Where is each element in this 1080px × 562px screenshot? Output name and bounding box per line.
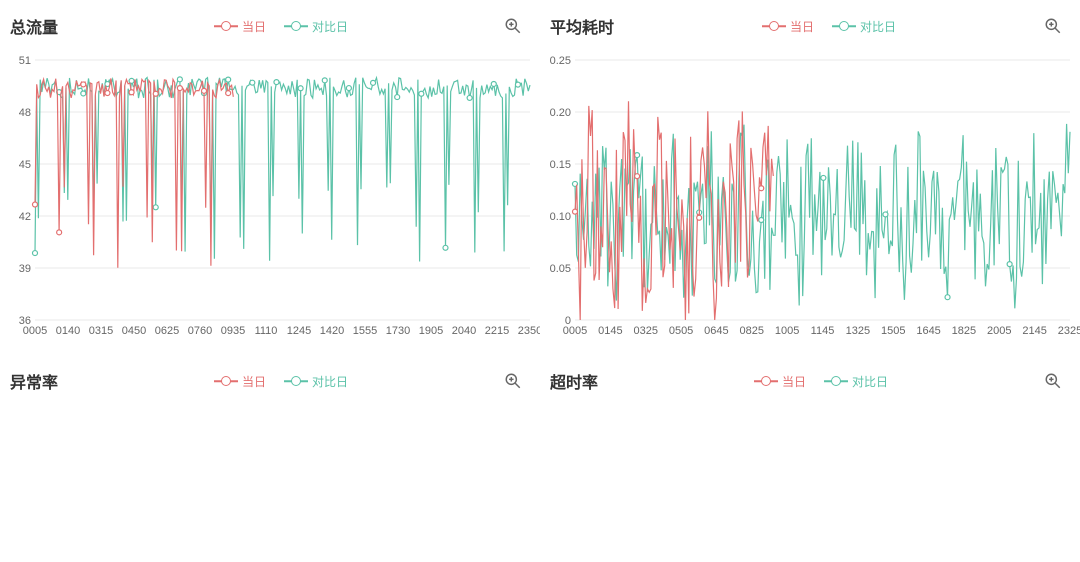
legend-marker-today-icon [754,376,778,386]
svg-text:0.25: 0.25 [550,55,571,67]
svg-text:0315: 0315 [89,325,113,337]
panel-total-flow: 总流量 当日 对比日 36394245485100050140031504500… [0,0,540,355]
svg-text:0760: 0760 [188,325,212,337]
svg-text:0.15: 0.15 [550,159,571,171]
legend-item-today[interactable]: 当日 [754,373,806,390]
panel-timeout-rate: 超时率 当日 对比日 [540,355,1080,562]
svg-text:51: 51 [19,55,31,67]
svg-text:0140: 0140 [56,325,80,337]
chart-canvas[interactable]: 00.050.100.150.200.250005014503250505064… [540,50,1080,345]
legend-label-compare: 对比日 [312,373,348,390]
legend-marker-compare-icon [832,21,856,31]
svg-text:1905: 1905 [419,325,443,337]
legend-label-today: 当日 [782,373,806,390]
panel-error-rate: 异常率 当日 对比日 [0,355,540,562]
svg-text:2215: 2215 [485,325,509,337]
chart-title: 异常率 [10,369,58,393]
panel-header: 异常率 当日 对比日 [0,355,540,405]
panel-header: 平均耗时 当日 对比日 [540,0,1080,50]
svg-text:45: 45 [19,159,31,171]
legend-item-compare[interactable]: 对比日 [284,373,348,390]
legend-label-compare: 对比日 [852,373,888,390]
chart-title: 平均耗时 [550,14,614,38]
svg-text:1505: 1505 [881,325,905,337]
legend-label-compare: 对比日 [312,18,348,35]
panel-header: 超时率 当日 对比日 [540,355,1080,405]
svg-text:2325: 2325 [1058,325,1080,337]
svg-text:0825: 0825 [740,325,764,337]
svg-text:0645: 0645 [704,325,728,337]
zoom-icon[interactable] [504,17,522,35]
svg-text:48: 48 [19,107,31,119]
svg-text:0935: 0935 [221,325,245,337]
dashboard-grid: 总流量 当日 对比日 36394245485100050140031504500… [0,0,1080,562]
panel-avg-time: 平均耗时 当日 对比日 00.050.100.150.200.250005014… [540,0,1080,355]
legend-item-today[interactable]: 当日 [762,18,814,35]
svg-text:39: 39 [19,263,31,275]
svg-text:0.05: 0.05 [550,263,571,275]
legend-marker-today-icon [762,21,786,31]
legend-item-compare[interactable]: 对比日 [284,18,348,35]
legend: 当日 对比日 [58,373,504,390]
svg-text:0005: 0005 [23,325,47,337]
svg-text:0145: 0145 [598,325,622,337]
svg-text:2145: 2145 [1022,325,1046,337]
panel-header: 总流量 当日 对比日 [0,0,540,50]
svg-text:2005: 2005 [987,325,1011,337]
legend-label-today: 当日 [242,18,266,35]
zoom-icon[interactable] [1044,372,1062,390]
chart-title: 超时率 [550,369,598,393]
svg-text:1245: 1245 [287,325,311,337]
svg-text:1825: 1825 [952,325,976,337]
legend-marker-compare-icon [284,376,308,386]
legend: 当日 对比日 [598,373,1044,390]
svg-text:1420: 1420 [320,325,344,337]
legend-item-compare[interactable]: 对比日 [824,373,888,390]
legend-marker-today-icon [214,21,238,31]
svg-text:0.10: 0.10 [550,211,571,223]
svg-text:1730: 1730 [386,325,410,337]
legend-item-today[interactable]: 当日 [214,373,266,390]
legend: 当日 对比日 [614,18,1044,35]
svg-text:2350: 2350 [518,325,540,337]
chart-title: 总流量 [10,14,58,38]
legend-marker-today-icon [214,376,238,386]
legend: 当日 对比日 [58,18,504,35]
svg-text:1555: 1555 [353,325,377,337]
svg-text:1005: 1005 [775,325,799,337]
zoom-icon[interactable] [504,372,522,390]
svg-text:1110: 1110 [255,325,278,337]
legend-label-today: 当日 [242,373,266,390]
svg-text:1645: 1645 [916,325,940,337]
legend-label-today: 当日 [790,18,814,35]
svg-text:2040: 2040 [452,325,476,337]
legend-marker-compare-icon [824,376,848,386]
svg-text:0005: 0005 [563,325,587,337]
legend-item-today[interactable]: 当日 [214,18,266,35]
chart-canvas[interactable]: 3639424548510005014003150450062507600935… [0,50,540,345]
svg-text:0505: 0505 [669,325,693,337]
svg-text:0625: 0625 [155,325,179,337]
legend-marker-compare-icon [284,21,308,31]
svg-text:0450: 0450 [122,325,146,337]
svg-text:0.20: 0.20 [550,107,571,119]
legend-item-compare[interactable]: 对比日 [832,18,896,35]
svg-text:1325: 1325 [846,325,870,337]
svg-text:0325: 0325 [633,325,657,337]
legend-label-compare: 对比日 [860,18,896,35]
zoom-icon[interactable] [1044,17,1062,35]
svg-text:1145: 1145 [811,325,835,337]
svg-text:42: 42 [19,211,31,223]
